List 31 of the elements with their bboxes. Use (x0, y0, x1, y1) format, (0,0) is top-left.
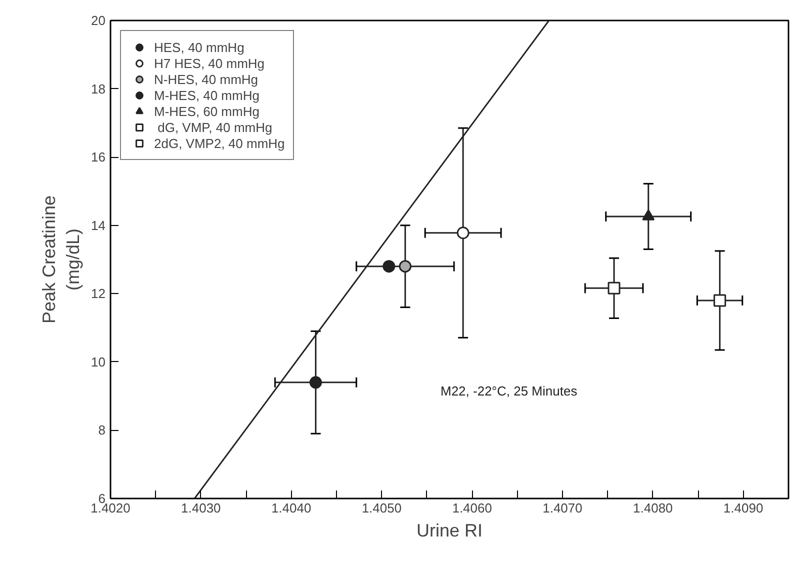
y-tick-label: 18 (91, 81, 106, 96)
y-tick-label: 20 (91, 13, 106, 28)
y-tick-label: 10 (91, 354, 106, 370)
point (714, 294, 726, 307)
legend-label: 2dG, VMP2, 40 mmHg (154, 135, 285, 151)
annotation: M22, -22°C, 25 Minutes (440, 384, 578, 398)
x-tick-label: 1.4070 (542, 500, 582, 516)
legend-label: dG, VMP, 40 mmHg (156, 119, 272, 135)
legend-label: N-HES, 40 mmHg (154, 71, 258, 87)
x-axis-title: Urine RI (416, 520, 483, 540)
point (608, 282, 620, 294)
x-tick-label: 1.4050 (362, 500, 402, 516)
x-tick-label: 1.4060 (452, 500, 492, 516)
legend-label: H7 HES, 40 mmHg (154, 55, 265, 71)
legend-label: M-HES, 60 mmHg (154, 103, 260, 119)
y-tick-label: 12 (91, 286, 106, 302)
y-tick-label: 8 (98, 422, 106, 438)
point (382, 260, 396, 273)
y-tick-label: 16 (91, 150, 106, 165)
legend-label: HES, 40 mmHg (154, 39, 244, 55)
legend-label: M-HES, 40 mmHg (154, 87, 260, 103)
y-tick-label: 6 (98, 491, 106, 506)
x-tick-label: 1.4030 (181, 500, 221, 516)
point (309, 376, 322, 389)
point (456, 226, 470, 240)
y-axis-title: Peak Creatinine (mg/dL) (39, 195, 84, 324)
x-tick-label: 1.4040 (271, 500, 312, 516)
x-tick-label: 1.4080 (633, 500, 673, 516)
y-tick-label: 14 (91, 218, 106, 233)
point (398, 260, 412, 273)
x-tick-label: 1.4090 (723, 500, 764, 516)
